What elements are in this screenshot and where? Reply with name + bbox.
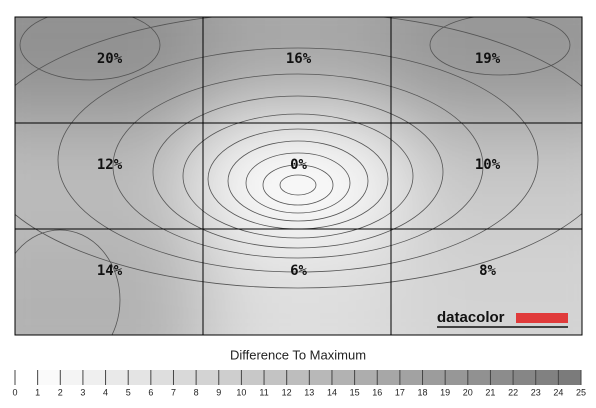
- colorbar-segment: [467, 370, 491, 385]
- logo-text: datacolor: [437, 309, 505, 326]
- colorbar-segment: [535, 370, 559, 385]
- colorbar-segment: [128, 370, 151, 385]
- logo-bar: [516, 313, 568, 323]
- cell-label: 20%: [97, 51, 123, 67]
- colorbar-tick-label: 17: [395, 387, 405, 397]
- grid: [14, 16, 583, 336]
- colorbar-segment: [354, 370, 378, 385]
- colorbar-tick-label: 3: [80, 387, 85, 397]
- cell-label: 16%: [286, 51, 312, 67]
- colorbar-segment: [513, 370, 536, 385]
- colorbar-tick-label: 9: [216, 387, 221, 397]
- colorbar-segment: [37, 370, 61, 385]
- cell-label: 19%: [475, 51, 501, 67]
- colorbar-tick-label: 16: [372, 387, 382, 397]
- colorbar-segment: [399, 370, 423, 385]
- colorbar-tick-label: 10: [236, 387, 246, 397]
- colorbar-segment: [196, 370, 219, 385]
- colorbar-tick-label: 24: [553, 387, 563, 397]
- colorbar-tick-label: 12: [282, 387, 292, 397]
- colorbar-segment: [490, 370, 514, 385]
- colorbar-tick-label: 11: [259, 387, 268, 397]
- heat-cell: [15, 17, 204, 123]
- cell-label: 6%: [290, 263, 307, 279]
- colorbar-tick-label: 13: [304, 387, 314, 397]
- cell-label: 8%: [479, 263, 496, 279]
- colorbar: 0 1 2 3 4 5 6 7 8 9 10 11 12 13 14 15 16 17 18 19 20 21 22 23 24…: [12, 370, 586, 397]
- heat-cell: [204, 229, 393, 335]
- colorbar-tick-label: 19: [440, 387, 450, 397]
- colorbar-segment: [15, 370, 38, 385]
- heat-cell: [393, 17, 582, 123]
- colorbar-segment: [264, 370, 287, 385]
- cell-label: 0%: [290, 157, 307, 173]
- colorbar-segment: [150, 370, 174, 385]
- colorbar-segment: [377, 370, 400, 385]
- cell-label: 14%: [97, 263, 123, 279]
- colorbar-tick-label: 7: [171, 387, 176, 397]
- colorbar-segment: [241, 370, 265, 385]
- colorbar-segment: [60, 370, 83, 385]
- colorbar-segment: [309, 370, 332, 385]
- colorbar-tick-label: 5: [126, 387, 131, 397]
- colorbar-tick-label: 20: [463, 387, 473, 397]
- colorbar-tick-label: 14: [327, 387, 337, 397]
- colorbar-title: Difference To Maximum: [230, 347, 366, 362]
- colorbar-segment: [445, 370, 468, 385]
- colorbar-tick-label: 25: [576, 387, 586, 397]
- colorbar-tick-label: 0: [12, 387, 17, 397]
- heat-cell: [393, 123, 582, 229]
- cell-labels: 20% 16% 19% 12% 0% 10% 14% 6% 8%: [97, 51, 501, 279]
- colorbar-segment: [422, 370, 446, 385]
- heat-cell: [15, 229, 204, 335]
- colorbar-segment: [286, 370, 310, 385]
- colorbar-segment: [558, 370, 581, 385]
- colorbar-tick-label: 1: [35, 387, 40, 397]
- colorbar-tick-label: 8: [194, 387, 199, 397]
- colorbar-segment: [105, 370, 129, 385]
- colorbar-tick-label: 2: [58, 387, 63, 397]
- colorbar-tick-label: 23: [531, 387, 541, 397]
- colorbar-tick-label: 18: [418, 387, 428, 397]
- colorbar-segment: [218, 370, 242, 385]
- colorbar-tick-label: 21: [485, 387, 495, 397]
- cell-label: 12%: [97, 157, 123, 173]
- colorbar-tick-label: 22: [508, 387, 518, 397]
- heat-cell: [204, 17, 393, 123]
- colorbar-tick-label: 6: [148, 387, 153, 397]
- colorbar-segment: [173, 370, 197, 385]
- heat-cell: [15, 123, 204, 229]
- colorbar-segment: [331, 370, 355, 385]
- cell-label: 10%: [475, 157, 501, 173]
- colorbar-tick-label: 4: [103, 387, 108, 397]
- colorbar-segment: [82, 370, 106, 385]
- colorbar-tick-label: 15: [350, 387, 360, 397]
- logo: datacolor: [437, 309, 568, 328]
